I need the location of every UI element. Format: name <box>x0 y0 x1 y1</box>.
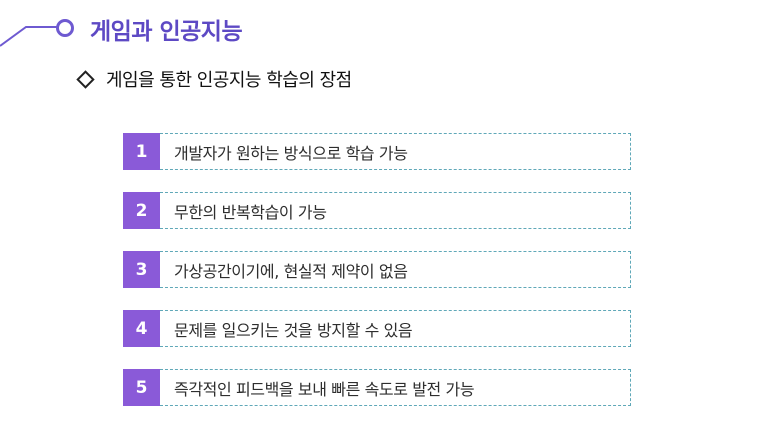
item-number-badge: 1 <box>123 133 160 170</box>
list-item: 5 즉각적인 피드백을 보내 빠른 속도로 발전 가능 <box>123 369 631 406</box>
header-decoration-line <box>0 26 58 47</box>
item-text: 무한의 반복학습이 가능 <box>160 192 631 229</box>
list-item: 1 개발자가 원하는 방식으로 학습 가능 <box>123 133 631 170</box>
page-title: 게임과 인공지능 <box>90 19 243 45</box>
item-number-badge: 5 <box>123 369 160 406</box>
diamond-bullet-icon <box>76 69 95 89</box>
item-text: 문제를 일으키는 것을 방지할 수 있음 <box>160 310 631 347</box>
advantage-list: 1 개발자가 원하는 방식으로 학습 가능 2 무한의 반복학습이 가능 3 가… <box>123 133 631 428</box>
item-number-badge: 4 <box>123 310 160 347</box>
section-heading-text: 게임을 통한 인공지능 학습의 장점 <box>106 70 352 91</box>
item-text: 개발자가 원하는 방식으로 학습 가능 <box>160 133 631 170</box>
item-number-badge: 3 <box>123 251 160 288</box>
list-item: 3 가상공간이기에, 현실적 제약이 없음 <box>123 251 631 288</box>
list-item: 2 무한의 반복학습이 가능 <box>123 192 631 229</box>
header-bullet-circle-icon <box>56 19 74 37</box>
section-heading: 게임을 통한 인공지능 학습의 장점 <box>76 66 352 92</box>
item-text: 즉각적인 피드백을 보내 빠른 속도로 발전 가능 <box>160 369 631 406</box>
item-number-badge: 2 <box>123 192 160 229</box>
item-text: 가상공간이기에, 현실적 제약이 없음 <box>160 251 631 288</box>
list-item: 4 문제를 일으키는 것을 방지할 수 있음 <box>123 310 631 347</box>
